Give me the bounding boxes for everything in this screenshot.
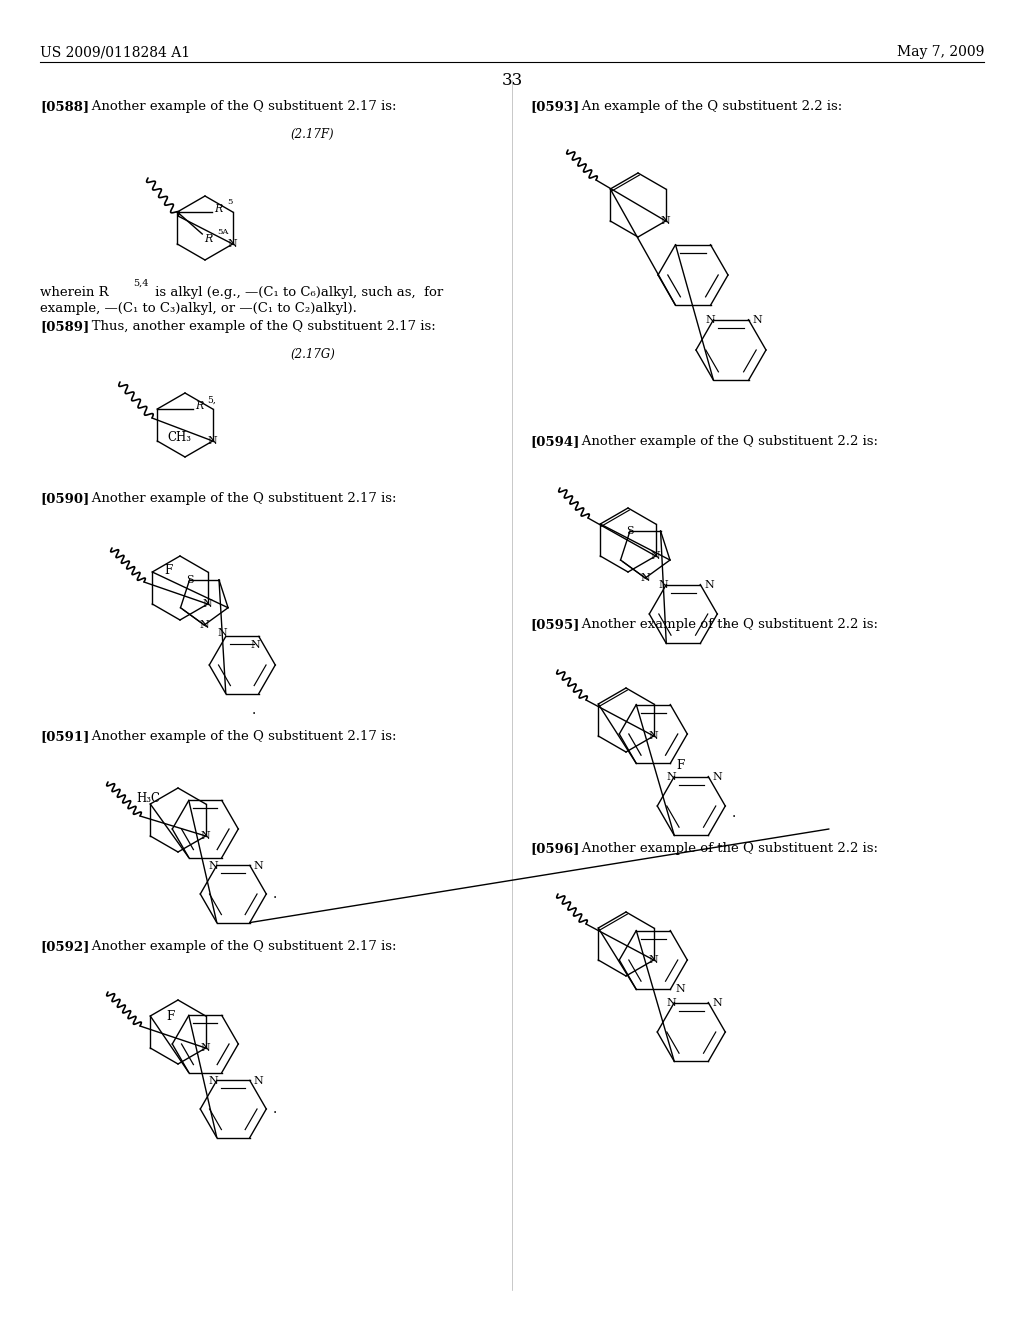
Text: N: N — [227, 239, 238, 249]
Text: 5,: 5, — [207, 396, 216, 405]
Text: F: F — [676, 759, 684, 772]
Text: N: N — [218, 628, 227, 639]
Text: [0592]: [0592] — [40, 940, 89, 953]
Text: N: N — [667, 998, 676, 1007]
Text: May 7, 2009: May 7, 2009 — [897, 45, 984, 59]
Text: Another example of the Q substituent 2.2 is:: Another example of the Q substituent 2.2… — [568, 618, 878, 631]
Text: (2.17G): (2.17G) — [290, 348, 335, 360]
Text: CH₃: CH₃ — [167, 432, 191, 444]
Text: [0596]: [0596] — [530, 842, 580, 855]
Text: Another example of the Q substituent 2.17 is:: Another example of the Q substituent 2.1… — [79, 492, 396, 506]
Text: .: . — [272, 887, 278, 902]
Text: .: . — [732, 807, 736, 820]
Text: R: R — [214, 205, 222, 214]
Text: S: S — [627, 525, 634, 536]
Text: N: N — [254, 862, 263, 871]
Text: Thus, another example of the Q substituent 2.17 is:: Thus, another example of the Q substitue… — [79, 319, 435, 333]
Text: R: R — [196, 401, 204, 411]
Text: .: . — [272, 1102, 278, 1117]
Text: N: N — [658, 579, 668, 590]
Text: N: N — [706, 314, 715, 325]
Text: N: N — [660, 216, 671, 226]
Text: 5: 5 — [227, 198, 232, 206]
Text: N: N — [753, 314, 762, 325]
Text: N: N — [209, 862, 218, 871]
Text: 5,4: 5,4 — [133, 279, 148, 288]
Text: N: N — [201, 832, 211, 841]
Text: N: N — [203, 599, 213, 609]
Text: Another example of the Q substituent 2.2 is:: Another example of the Q substituent 2.2… — [568, 842, 878, 855]
Text: is alkyl (e.g., —(C₁ to C₆)alkyl, such as,  for: is alkyl (e.g., —(C₁ to C₆)alkyl, such a… — [151, 286, 443, 300]
Text: N: N — [201, 1043, 211, 1053]
Text: [0589]: [0589] — [40, 319, 89, 333]
Text: F: F — [166, 1010, 174, 1023]
Text: N: N — [651, 550, 660, 561]
Text: N: N — [667, 772, 676, 781]
Text: .: . — [724, 614, 728, 628]
Text: N: N — [200, 620, 209, 630]
Text: Another example of the Q substituent 2.17 is:: Another example of the Q substituent 2.1… — [79, 100, 396, 114]
Text: N: N — [649, 731, 658, 741]
Text: Another example of the Q substituent 2.17 is:: Another example of the Q substituent 2.1… — [79, 730, 396, 743]
Text: Another example of the Q substituent 2.17 is:: Another example of the Q substituent 2.1… — [79, 940, 396, 953]
Text: N: N — [251, 640, 260, 651]
Text: [0594]: [0594] — [530, 436, 580, 447]
Text: N: N — [208, 436, 217, 446]
Text: F: F — [164, 564, 172, 577]
Text: (2.17F): (2.17F) — [290, 128, 334, 141]
Text: 33: 33 — [502, 73, 522, 88]
Text: [0591]: [0591] — [40, 730, 89, 743]
Text: [0595]: [0595] — [530, 618, 580, 631]
Text: N: N — [713, 772, 722, 781]
Text: N: N — [705, 579, 714, 590]
Text: R: R — [204, 234, 213, 244]
Text: example, —(C₁ to C₃)alkyl, or —(C₁ to C₂)alkyl).: example, —(C₁ to C₃)alkyl, or —(C₁ to C₂… — [40, 302, 357, 315]
Text: [0593]: [0593] — [530, 100, 580, 114]
Text: N: N — [640, 573, 650, 583]
Text: [0590]: [0590] — [40, 492, 89, 506]
Text: .: . — [252, 704, 256, 717]
Text: N: N — [209, 1076, 218, 1086]
Text: wherein R: wherein R — [40, 286, 109, 300]
Text: H₃C: H₃C — [136, 792, 160, 805]
Text: S: S — [185, 574, 194, 585]
Text: [0588]: [0588] — [40, 100, 89, 114]
Text: Another example of the Q substituent 2.2 is:: Another example of the Q substituent 2.2… — [568, 436, 878, 447]
Text: US 2009/0118284 A1: US 2009/0118284 A1 — [40, 45, 190, 59]
Text: N: N — [713, 998, 722, 1007]
Text: N: N — [649, 954, 658, 965]
Text: N: N — [675, 985, 685, 994]
Text: An example of the Q substituent 2.2 is:: An example of the Q substituent 2.2 is: — [568, 100, 842, 114]
Text: N: N — [254, 1076, 263, 1086]
Text: 5A: 5A — [217, 228, 228, 236]
